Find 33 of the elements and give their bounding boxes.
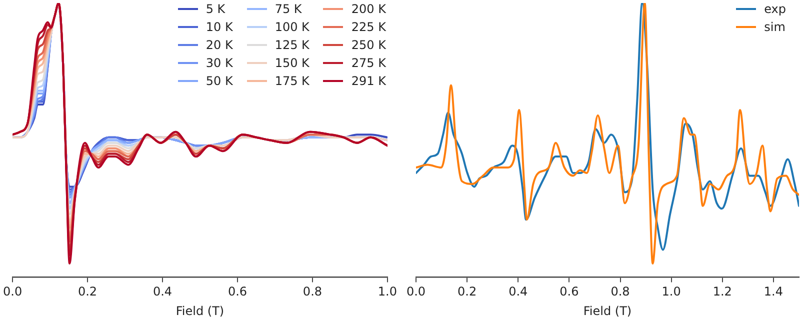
x-tick-label: 1.0 — [378, 284, 398, 299]
x-tick-label: 1.2 — [712, 284, 732, 299]
x-tick-label: 0.2 — [458, 284, 477, 299]
x-axis-title: Field (T) — [176, 304, 224, 318]
x-tick-label: 0.0 — [2, 284, 22, 299]
x-tick-label: 0.0 — [406, 284, 426, 299]
legend-label: 175 K — [274, 74, 310, 88]
legend-label: 225 K — [351, 20, 386, 34]
x-tick-label: 0.8 — [302, 284, 322, 299]
legend-label: 10 K — [206, 20, 233, 34]
x-tick-label: 0.2 — [78, 284, 98, 299]
legend-label: exp — [764, 2, 786, 16]
legend-label: 20 K — [206, 38, 233, 52]
legend-label: 30 K — [206, 56, 233, 70]
x-tick-label: 0.6 — [228, 284, 248, 299]
x-axis-title: Field (T) — [583, 304, 632, 318]
x-tick-label: 1.0 — [662, 284, 681, 299]
legend-label: 200 K — [351, 2, 386, 16]
legend-label: 150 K — [274, 56, 310, 70]
legend-label: 250 K — [351, 38, 386, 52]
x-tick-label: 0.4 — [508, 284, 528, 299]
legend-label: 50 K — [206, 74, 233, 88]
legend-label: 125 K — [274, 38, 310, 52]
legend-label: 5 K — [206, 2, 226, 16]
legend-label: sim — [764, 20, 786, 34]
x-tick-label: 0.6 — [560, 284, 579, 299]
legend-label: 100 K — [274, 20, 310, 34]
legend-label: 75 K — [274, 2, 302, 16]
x-tick-label: 0.4 — [152, 284, 172, 299]
legend-label: 275 K — [351, 56, 386, 70]
x-tick-label: 1.4 — [764, 284, 784, 299]
x-tick-label: 0.8 — [610, 284, 630, 299]
legend-label: 291 K — [351, 74, 386, 88]
